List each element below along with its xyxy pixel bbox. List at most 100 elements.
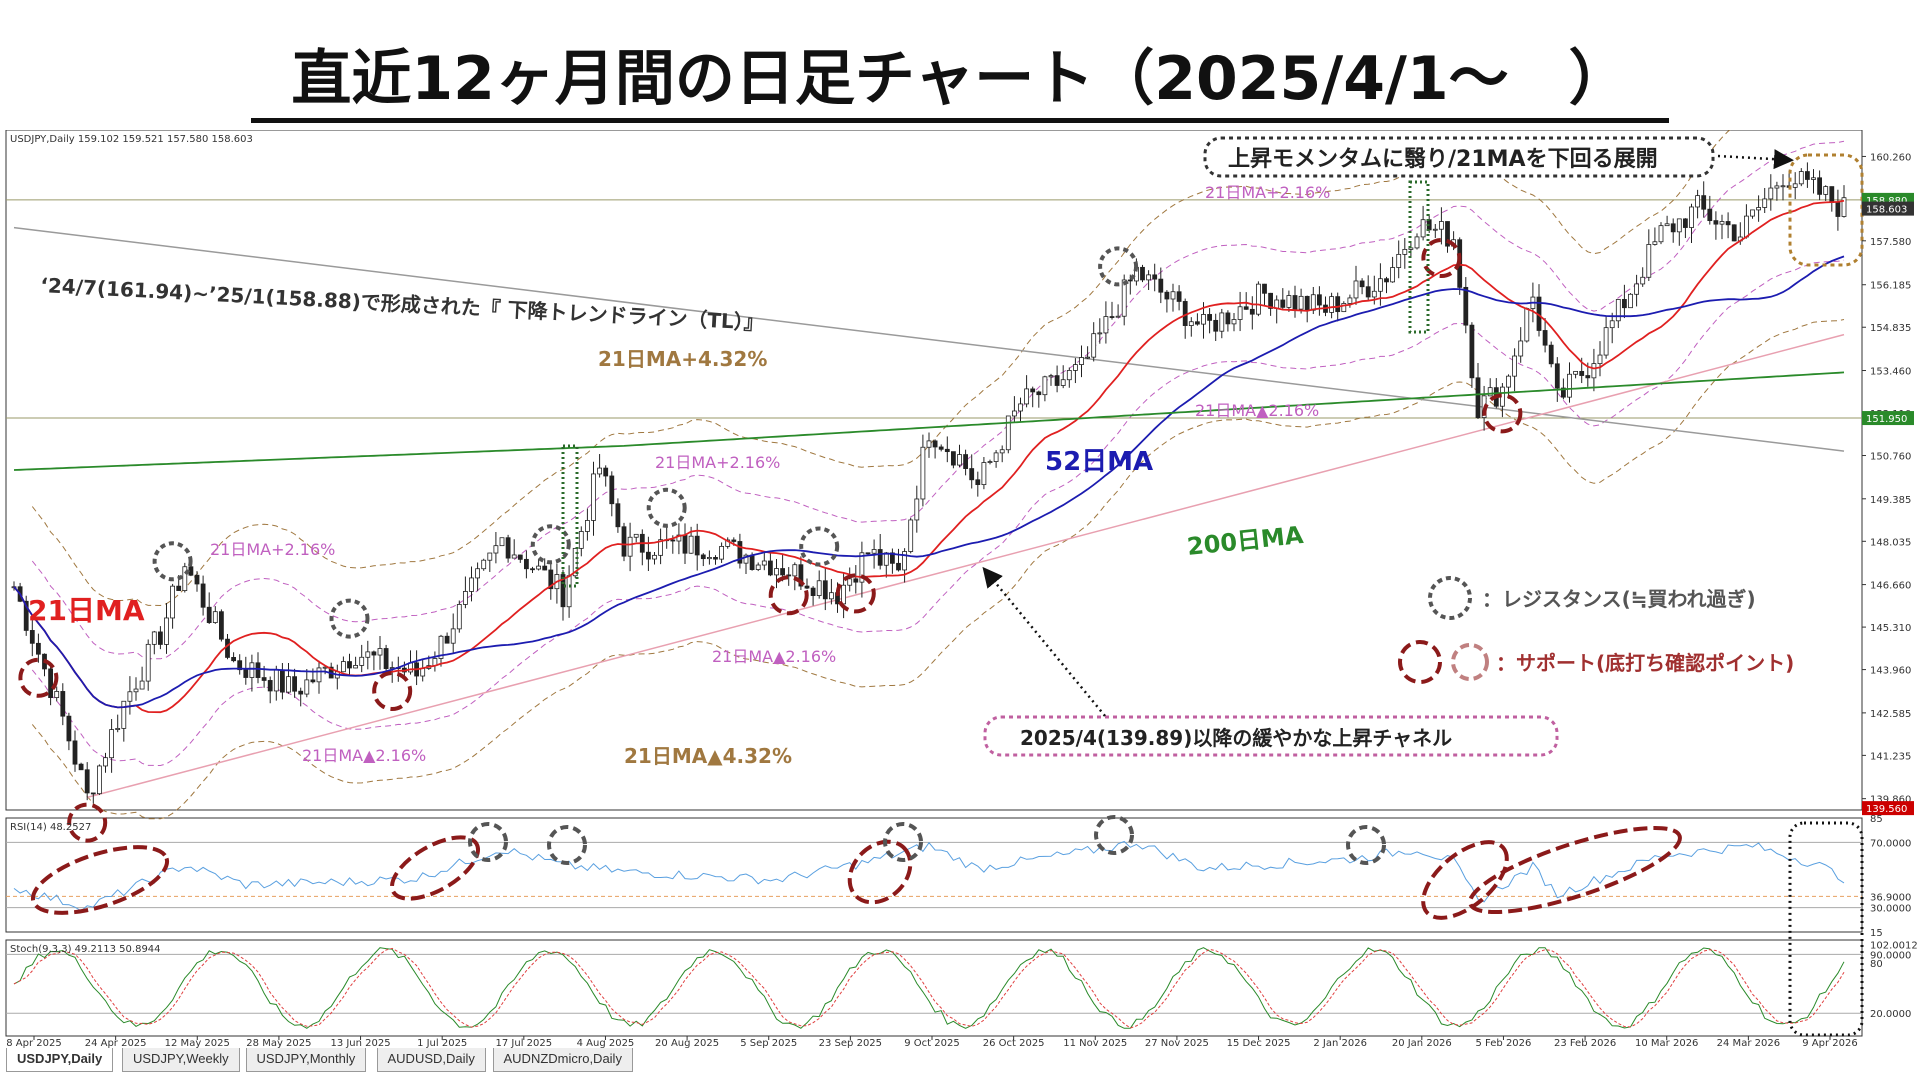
candle-body — [511, 554, 517, 559]
candle-body — [1378, 278, 1383, 292]
stoch-tick-label: 90.0000 — [1870, 950, 1911, 961]
candle-body — [1652, 241, 1658, 245]
candle-body — [1603, 327, 1609, 356]
candle-body — [883, 552, 889, 566]
candle-body — [1719, 221, 1725, 225]
candle-body — [456, 604, 462, 630]
ma200-line — [13, 371, 1845, 471]
candle-body — [1506, 375, 1511, 388]
stoch-tick-label: 20.0000 — [1870, 1009, 1911, 1020]
candle-body — [1231, 319, 1237, 325]
candle-body — [365, 651, 371, 658]
y-tick-label: 146.660 — [1870, 581, 1911, 592]
candle-body — [237, 660, 243, 671]
candle-body — [164, 617, 169, 645]
candle-body — [103, 757, 108, 767]
candle-body — [1591, 363, 1597, 379]
chart-tab[interactable]: USDJPY,Weekly — [122, 1048, 240, 1072]
candle-body — [1176, 291, 1182, 302]
chart-tab[interactable]: USDJPY,Daily — [6, 1048, 114, 1072]
candle-body — [1646, 244, 1652, 278]
candle-body — [975, 479, 981, 486]
candle-body — [225, 638, 230, 658]
candle-body — [1054, 375, 1060, 386]
candle-body — [1518, 340, 1524, 357]
candle-body — [1792, 183, 1798, 188]
candle-body — [243, 669, 249, 678]
support-marker — [1421, 238, 1462, 279]
candle-body — [1195, 321, 1200, 325]
candle-body — [1225, 312, 1231, 325]
price-tag-label-0: 158.880 — [1866, 196, 1907, 207]
candle-body — [920, 446, 926, 500]
candle-body — [810, 587, 816, 596]
resistance-marker — [530, 524, 571, 565]
candle-body — [1805, 171, 1810, 180]
candle-body — [1676, 218, 1682, 233]
y-tick-label: 139.860 — [1870, 795, 1911, 806]
candle-body — [231, 657, 237, 662]
candle-body — [377, 648, 383, 656]
candle-body — [1542, 330, 1548, 346]
candle-body — [993, 452, 999, 462]
chart-tab[interactable]: USDJPY,Monthly — [245, 1048, 367, 1072]
rsi-support-ellipse-3 — [1421, 840, 1509, 920]
candle-body — [1567, 373, 1572, 398]
candle-body — [200, 583, 206, 608]
candle-body — [273, 669, 279, 692]
candle-body — [1615, 299, 1621, 322]
candle-body — [133, 688, 139, 693]
x-tick-label: 2 Jan 2026 — [1313, 1038, 1367, 1048]
candle-body — [1237, 306, 1243, 320]
price-chart[interactable]: 上昇モメンタムに翳り/21MAを下回る展開‘24/7(161.94)~’25/1… — [0, 130, 1920, 1048]
y-tick-label: 145.310 — [1870, 623, 1911, 634]
candle-body — [1432, 228, 1438, 231]
price-tag-label-1: 158.603 — [1866, 205, 1907, 216]
candle-body — [524, 558, 529, 570]
legend-resistance-label: ：レジスタンス(≒買われ過ぎ) — [1482, 587, 1756, 611]
y-tick-label: 154.835 — [1870, 323, 1911, 334]
candle-body — [1780, 185, 1786, 188]
chart-tab[interactable]: AUDUSD,Daily — [376, 1048, 486, 1072]
candle-body — [1750, 209, 1755, 217]
candle-body — [1683, 218, 1688, 228]
candle-body — [731, 539, 737, 542]
candle-body — [822, 580, 828, 600]
panel-frame-2 — [5, 939, 1863, 1037]
x-tick-label: 11 Nov 2025 — [1063, 1038, 1127, 1048]
chart-tab[interactable]: AUDNZDmicro,Daily — [492, 1048, 633, 1072]
candle-body — [1042, 376, 1048, 396]
candle-body — [944, 448, 950, 453]
candle-body — [932, 440, 938, 448]
candle-body — [914, 498, 920, 521]
candle-body — [206, 606, 212, 623]
support-marker — [18, 657, 59, 698]
candle-body — [1268, 292, 1273, 309]
panel-frame-0 — [5, 130, 1863, 811]
candle-body — [48, 668, 53, 698]
stoch-tick-label: 102.0012 — [1870, 940, 1918, 951]
candle-body — [1317, 294, 1322, 306]
stoch-header: Stoch(9,3,3) 49.2113 50.8944 — [10, 944, 161, 955]
x-tick-label: 8 Apr 2025 — [6, 1038, 61, 1048]
candle-body — [1024, 388, 1029, 405]
candle-body — [316, 667, 322, 683]
candle-body — [633, 533, 639, 538]
candle-body — [1469, 324, 1475, 379]
rsi-tick-label: 30.0000 — [1870, 904, 1911, 915]
legend-support-label: ：サポート(底打ち確認ポイント) — [1496, 651, 1794, 675]
candle-body — [267, 680, 273, 692]
candle-body — [60, 691, 66, 717]
support-marker — [372, 671, 413, 711]
rsi-header: RSI(14) 48.2527 — [10, 822, 91, 833]
candle-body — [713, 557, 718, 560]
trendline-0 — [13, 226, 1845, 452]
candle-body — [29, 630, 35, 644]
rsi-line — [13, 840, 1845, 912]
recent-indicator-box — [1788, 821, 1864, 1037]
candle-body — [1329, 296, 1334, 313]
candle-body — [1420, 219, 1426, 238]
candle-body — [694, 535, 700, 556]
y-tick-label: 156.185 — [1870, 281, 1911, 292]
candle-body — [1439, 221, 1444, 230]
